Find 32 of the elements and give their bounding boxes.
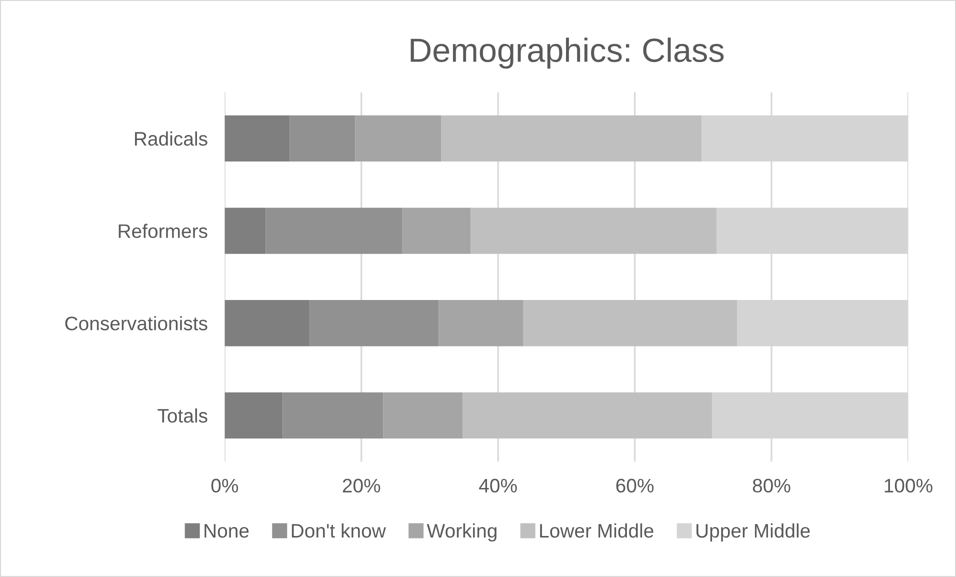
x-tick-label: 100% — [884, 478, 932, 493]
bar — [266, 208, 402, 254]
y-tick-label: Reformers — [118, 224, 208, 238]
bar — [438, 300, 524, 346]
bar — [462, 392, 712, 439]
bar — [290, 115, 356, 162]
bar — [355, 115, 442, 162]
x-tick-label: 0% — [211, 478, 238, 493]
legend-label: Don't know — [292, 523, 386, 538]
bar — [441, 115, 702, 162]
bar — [282, 392, 384, 439]
legend-label: None — [204, 524, 249, 538]
x-tick-label: 40% — [479, 478, 517, 493]
bar — [523, 300, 738, 346]
x-tick-label: 20% — [342, 478, 380, 493]
chart-title: Demographics: Class — [410, 38, 724, 69]
legend-label: Lower Middle — [540, 523, 654, 538]
bar — [224, 392, 283, 439]
x-tick-label: 80% — [752, 478, 790, 493]
bar — [224, 300, 310, 346]
bar — [224, 115, 290, 162]
y-tick-label: Radicals — [135, 131, 208, 146]
y-tick-label: Conservationists — [65, 316, 208, 330]
bar — [383, 392, 463, 439]
bar — [309, 300, 439, 346]
bar — [224, 208, 266, 254]
x-tick-label: 60% — [616, 478, 654, 493]
bar — [470, 208, 717, 254]
legend-label: Upper Middle — [696, 523, 810, 542]
y-tick-label: Totals — [158, 408, 208, 423]
legend-label: Working — [426, 523, 496, 542]
bar — [402, 208, 471, 254]
